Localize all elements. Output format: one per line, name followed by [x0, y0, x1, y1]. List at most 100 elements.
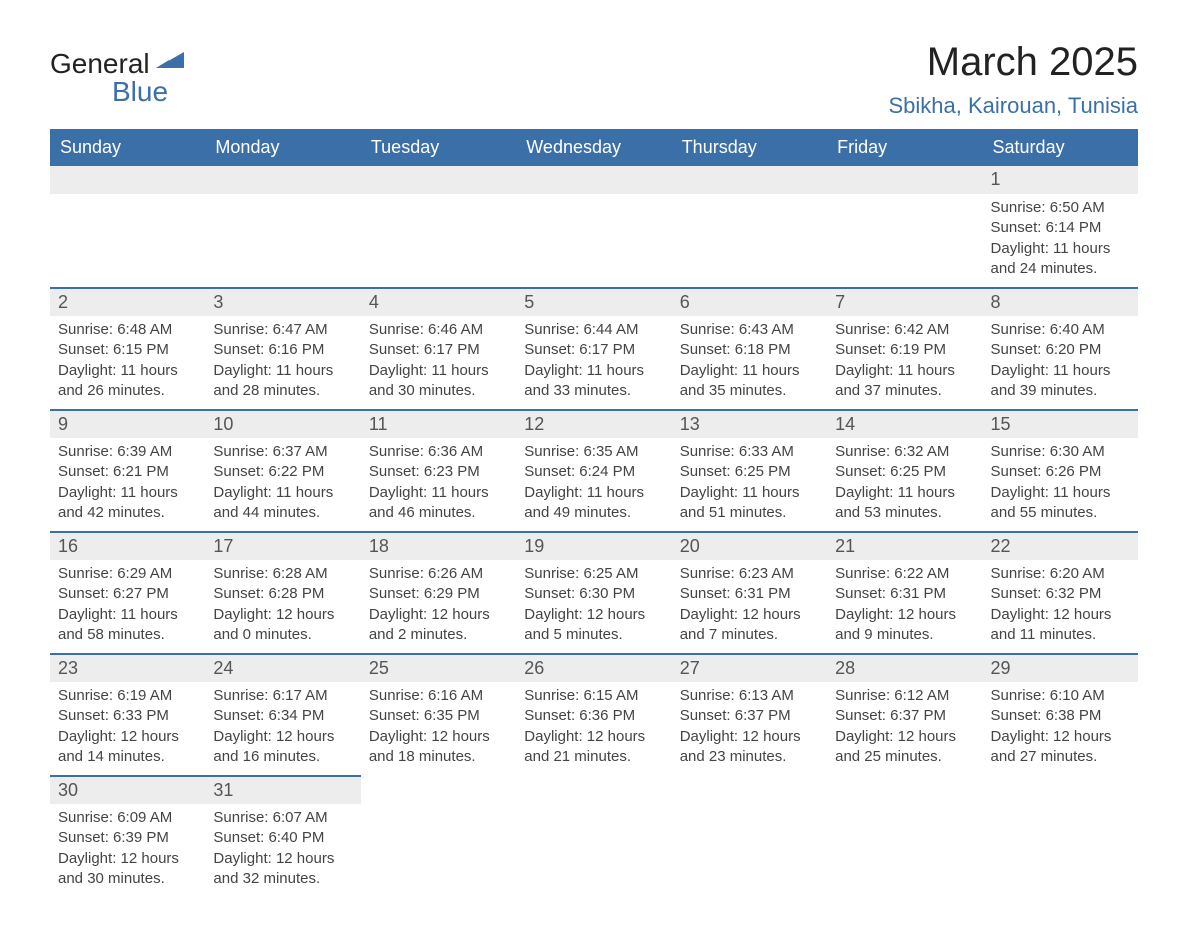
- day-content: Sunrise: 6:42 AMSunset: 6:19 PMDaylight:…: [827, 316, 982, 409]
- daylight-text-2: and 5 minutes.: [524, 625, 663, 645]
- sunset-text: Sunset: 6:38 PM: [991, 706, 1130, 726]
- daylight-text-2: and 53 minutes.: [835, 503, 974, 523]
- day-number: 25: [361, 653, 516, 682]
- calendar-day-cell: 23Sunrise: 6:19 AMSunset: 6:33 PMDayligh…: [50, 653, 205, 775]
- day-content: Sunrise: 6:47 AMSunset: 6:16 PMDaylight:…: [205, 316, 360, 409]
- calendar-day-cell: [983, 775, 1138, 897]
- sunset-text: Sunset: 6:22 PM: [213, 462, 352, 482]
- daylight-text-2: and 51 minutes.: [680, 503, 819, 523]
- logo-triangle-icon: [156, 50, 186, 75]
- sunrise-text: Sunrise: 6:37 AM: [213, 442, 352, 462]
- day-content: Sunrise: 6:09 AMSunset: 6:39 PMDaylight:…: [50, 804, 205, 897]
- day-number: [361, 775, 516, 803]
- sunrise-text: Sunrise: 6:47 AM: [213, 320, 352, 340]
- sunrise-text: Sunrise: 6:30 AM: [991, 442, 1130, 462]
- daylight-text-1: Daylight: 11 hours: [991, 239, 1130, 259]
- daylight-text-2: and 21 minutes.: [524, 747, 663, 767]
- sunset-text: Sunset: 6:28 PM: [213, 584, 352, 604]
- calendar-day-cell: [827, 775, 982, 897]
- day-number: 31: [205, 775, 360, 804]
- calendar-day-cell: 14Sunrise: 6:32 AMSunset: 6:25 PMDayligh…: [827, 409, 982, 531]
- sunrise-text: Sunrise: 6:35 AM: [524, 442, 663, 462]
- daylight-text-2: and 27 minutes.: [991, 747, 1130, 767]
- sunrise-text: Sunrise: 6:36 AM: [369, 442, 508, 462]
- daylight-text-1: Daylight: 12 hours: [991, 605, 1130, 625]
- daylight-text-2: and 11 minutes.: [991, 625, 1130, 645]
- day-number: [361, 166, 516, 194]
- day-number: 15: [983, 409, 1138, 438]
- weekday-header: Friday: [827, 129, 982, 166]
- day-number: 21: [827, 531, 982, 560]
- day-content: Sunrise: 6:32 AMSunset: 6:25 PMDaylight:…: [827, 438, 982, 531]
- day-number: 26: [516, 653, 671, 682]
- calendar-day-cell: [361, 775, 516, 897]
- sunrise-text: Sunrise: 6:23 AM: [680, 564, 819, 584]
- daylight-text-1: Daylight: 11 hours: [680, 361, 819, 381]
- day-content: Sunrise: 6:23 AMSunset: 6:31 PMDaylight:…: [672, 560, 827, 653]
- month-year-title: March 2025: [889, 40, 1139, 85]
- day-number: 3: [205, 287, 360, 316]
- day-number: 28: [827, 653, 982, 682]
- daylight-text-2: and 42 minutes.: [58, 503, 197, 523]
- calendar-day-cell: [827, 166, 982, 287]
- day-content: Sunrise: 6:10 AMSunset: 6:38 PMDaylight:…: [983, 682, 1138, 775]
- day-number: 5: [516, 287, 671, 316]
- daylight-text-1: Daylight: 12 hours: [369, 605, 508, 625]
- daylight-text-1: Daylight: 11 hours: [58, 605, 197, 625]
- sunrise-text: Sunrise: 6:43 AM: [680, 320, 819, 340]
- daylight-text-2: and 35 minutes.: [680, 381, 819, 401]
- calendar-day-cell: 24Sunrise: 6:17 AMSunset: 6:34 PMDayligh…: [205, 653, 360, 775]
- daylight-text-2: and 16 minutes.: [213, 747, 352, 767]
- day-content: Sunrise: 6:07 AMSunset: 6:40 PMDaylight:…: [205, 804, 360, 897]
- day-number: 7: [827, 287, 982, 316]
- calendar-day-cell: 28Sunrise: 6:12 AMSunset: 6:37 PMDayligh…: [827, 653, 982, 775]
- daylight-text-1: Daylight: 11 hours: [991, 483, 1130, 503]
- sunset-text: Sunset: 6:16 PM: [213, 340, 352, 360]
- calendar-day-cell: 20Sunrise: 6:23 AMSunset: 6:31 PMDayligh…: [672, 531, 827, 653]
- sunrise-text: Sunrise: 6:19 AM: [58, 686, 197, 706]
- daylight-text-2: and 9 minutes.: [835, 625, 974, 645]
- daylight-text-1: Daylight: 11 hours: [213, 483, 352, 503]
- day-content: [516, 803, 671, 883]
- daylight-text-2: and 28 minutes.: [213, 381, 352, 401]
- calendar-day-cell: 27Sunrise: 6:13 AMSunset: 6:37 PMDayligh…: [672, 653, 827, 775]
- weekday-header: Saturday: [983, 129, 1138, 166]
- sunrise-text: Sunrise: 6:22 AM: [835, 564, 974, 584]
- calendar-day-cell: 10Sunrise: 6:37 AMSunset: 6:22 PMDayligh…: [205, 409, 360, 531]
- day-number: [50, 166, 205, 194]
- daylight-text-1: Daylight: 11 hours: [213, 361, 352, 381]
- day-content: Sunrise: 6:33 AMSunset: 6:25 PMDaylight:…: [672, 438, 827, 531]
- daylight-text-2: and 14 minutes.: [58, 747, 197, 767]
- day-number: 16: [50, 531, 205, 560]
- calendar-week-row: 2Sunrise: 6:48 AMSunset: 6:15 PMDaylight…: [50, 287, 1138, 409]
- calendar-week-row: 1Sunrise: 6:50 AMSunset: 6:14 PMDaylight…: [50, 166, 1138, 287]
- daylight-text-1: Daylight: 11 hours: [369, 483, 508, 503]
- day-number: 29: [983, 653, 1138, 682]
- daylight-text-1: Daylight: 12 hours: [58, 849, 197, 869]
- sunset-text: Sunset: 6:15 PM: [58, 340, 197, 360]
- day-content: Sunrise: 6:37 AMSunset: 6:22 PMDaylight:…: [205, 438, 360, 531]
- daylight-text-1: Daylight: 11 hours: [369, 361, 508, 381]
- daylight-text-2: and 32 minutes.: [213, 869, 352, 889]
- sunrise-text: Sunrise: 6:40 AM: [991, 320, 1130, 340]
- calendar-table: Sunday Monday Tuesday Wednesday Thursday…: [50, 129, 1138, 897]
- day-content: Sunrise: 6:19 AMSunset: 6:33 PMDaylight:…: [50, 682, 205, 775]
- calendar-week-row: 16Sunrise: 6:29 AMSunset: 6:27 PMDayligh…: [50, 531, 1138, 653]
- day-number: 24: [205, 653, 360, 682]
- sunrise-text: Sunrise: 6:09 AM: [58, 808, 197, 828]
- day-number: 4: [361, 287, 516, 316]
- logo-primary-text: General: [50, 48, 150, 79]
- day-content: Sunrise: 6:50 AMSunset: 6:14 PMDaylight:…: [983, 194, 1138, 287]
- sunset-text: Sunset: 6:40 PM: [213, 828, 352, 848]
- day-number: 23: [50, 653, 205, 682]
- weekday-header: Monday: [205, 129, 360, 166]
- daylight-text-2: and 25 minutes.: [835, 747, 974, 767]
- daylight-text-1: Daylight: 11 hours: [680, 483, 819, 503]
- daylight-text-2: and 37 minutes.: [835, 381, 974, 401]
- day-number: 20: [672, 531, 827, 560]
- sunrise-text: Sunrise: 6:10 AM: [991, 686, 1130, 706]
- daylight-text-1: Daylight: 12 hours: [680, 727, 819, 747]
- day-number: 14: [827, 409, 982, 438]
- day-content: Sunrise: 6:40 AMSunset: 6:20 PMDaylight:…: [983, 316, 1138, 409]
- daylight-text-2: and 30 minutes.: [58, 869, 197, 889]
